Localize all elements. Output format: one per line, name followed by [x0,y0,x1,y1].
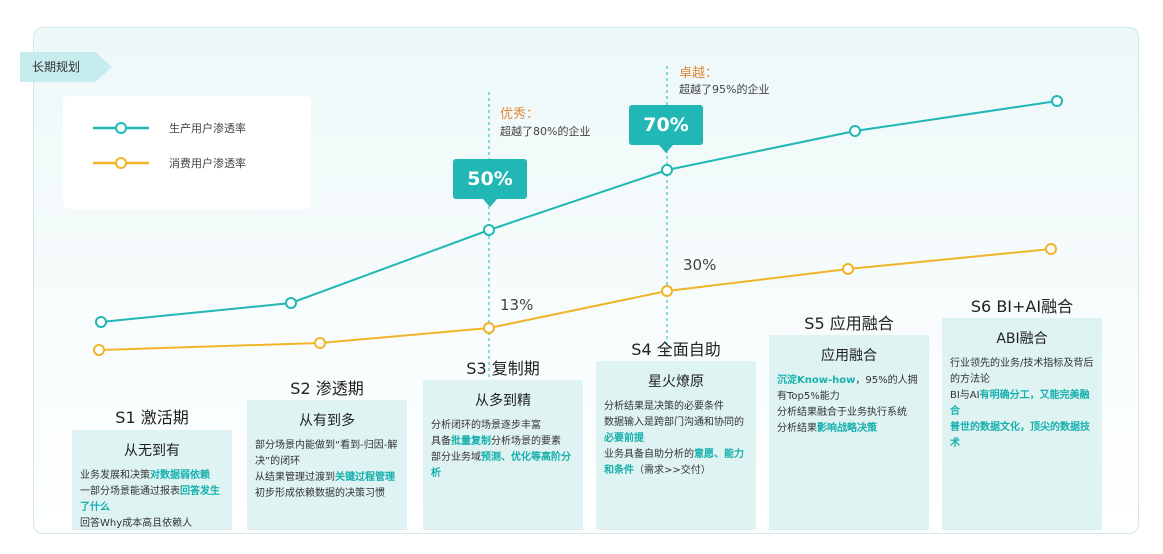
legend: 生产用户渗透率 消费用户渗透率 [63,96,311,209]
stage-text-line: 分析结果影响战略决策 [777,421,921,437]
consumption-series-line [98,248,1052,351]
production-point-s5 [849,125,861,137]
legend-label-production: 生产用户渗透率 [169,122,246,135]
stage-card: 星火燎原 分析结果是决策的必要条件 数据输入是跨部门沟通和协同的必要前提 业务具备自助… [596,361,756,530]
yellow-line-marker-icon [93,157,149,169]
body-text: 行业领先的业务/技术指标及背后的方法论 [950,358,1094,385]
stage-text-line: 初步形成依赖数据的决策习惯 [255,486,399,502]
production-point-s4 [661,164,673,176]
production-series-line [100,100,1058,323]
stage-card: 应用融合沉淀Know-how，95%的人拥有Top5%能力分析结果融合于业务执行… [769,335,929,530]
body-text: 分析闭环的场景逐步丰富 [431,420,541,431]
highlight-text: 意愿、能力和条件 [604,449,744,476]
stage-text-line: 普世的数据文化，顶尖的数据技术 [950,420,1094,452]
body-text: 分析结果 [777,423,817,434]
consumption-point-s6 [1045,243,1057,255]
stage-text-line: 部分场景内能做到“看到-归因-解决”的闭环 [255,438,399,470]
stage-text-line: 业务发展和决策对数据弱依赖 [80,468,224,484]
stage-card: 从多到精 分析闭环的场景逐步丰富 具备批量复制分析场景的要素 部分业务域预测、优化等高… [423,380,583,530]
production-point-s3 [483,224,495,236]
body-text: 分析结果是决策的必要条件 [604,401,724,412]
s4-consumption-label: 30% [683,256,717,274]
stage-text-line: 回答Why成本高且依赖人 [80,516,224,532]
stage-title-s2: S2 渗透期 [290,379,364,398]
body-text: （需求>>交付） [634,465,711,476]
consumption-point-s3 [483,322,495,334]
stage-text-line: 一部分场景能通过报表回答发生了什么 [80,484,224,516]
stage-title-s3: S3 复制期 [466,359,540,378]
section-tag: 长期规划 [20,52,112,82]
s3-annotation-title: 优秀： [500,107,540,122]
highlight-text: 普世的数据文化，顶尖的数据技术 [950,422,1090,449]
stage-text-line: 数据输入是跨部门沟通和协同的必要前提 [604,415,748,447]
stage-title-s5: S5 应用融合 [804,314,894,333]
body-text: ，95%的人拥有Top5%能力 [777,375,918,402]
body-text: 具备 [431,436,451,447]
highlight-text: 回答发生了什么 [80,486,220,513]
highlight-text: 对数据弱依赖 [150,470,210,481]
stage-text-line: 分析结果融合于业务执行系统 [777,405,921,421]
stage-text-line: 从结果管理过渡到关键过程管理 [255,470,399,486]
body-text: 一部分场景能通过报表 [80,486,180,497]
s3-production-bubble: 50% [453,159,527,207]
stage-card: 从有到多部分场景内能做到“看到-归因-解决”的闭环从结果管理过渡到关键过程管理初… [247,400,407,530]
highlight-text: 批量复制 [451,436,491,447]
stage-title-s4: S4 全面自助 [631,340,721,359]
body-text: 初步形成依赖数据的决策习惯 [255,488,385,499]
stage-title-s1: S1 激活期 [115,408,189,427]
legend-label-consumption: 消费用户渗透率 [169,157,246,170]
stage-text-line: 分析结果是决策的必要条件 [604,399,748,415]
stage-text-line: 分析闭环的场景逐步丰富 [431,418,575,434]
body-text: 数据输入是跨部门沟通和协同的 [604,417,744,428]
s3-consumption-label: 13% [500,296,534,314]
body-text: BI与AI [950,390,980,401]
body-text: 分析结果融合于业务执行系统 [777,407,907,418]
highlight-text: 关键过程管理 [335,472,395,483]
body-text: 分析场景的要素 [491,436,561,447]
consumption-point-s1 [93,344,105,356]
stage-card: 从无到有 业务发展和决策对数据弱依赖 一部分场景能通过报表回答发生了什么 回答Why成… [72,430,232,530]
consumption-point-s2 [314,337,326,349]
s4-annotation-sub: 超越了95%的企业 [679,83,770,96]
stage-heading: ABI融合 [996,331,1048,347]
body-text: 部分业务域 [431,452,481,463]
stage-heading: 应用融合 [821,348,877,364]
stage-heading: 从无到有 [124,443,180,459]
legend-item-production: 生产用户渗透率 [91,118,301,138]
production-point-s2 [285,297,297,309]
highlight-text: 预测、优化等高阶分析 [431,452,571,479]
stage-heading: 星火燎原 [648,374,704,390]
consumption-point-s4 [661,285,673,297]
stage-title-s6: S6 BI+AI融合 [970,297,1074,316]
consumption-point-s5 [842,263,854,275]
stage-heading: 从有到多 [299,413,355,429]
stage-card: ABI融合行业领先的业务/技术指标及背后的方法论 BI与AI有明确分工，又能完美… [942,318,1102,530]
highlight-text: 影响战略决策 [817,423,877,434]
body-text: 业务发展和决策 [80,470,150,481]
body-text: 业务具备自助分析的 [604,449,694,460]
s4-annotation-title: 卓越： [679,66,719,81]
stage-text-line: 具备批量复制分析场景的要素 [431,434,575,450]
production-point-s1 [95,316,107,328]
body-text: 从结果管理过渡到 [255,472,335,483]
body-text: 部分场景内能做到“看到-归因-解决”的闭环 [255,440,398,467]
stage-text-line: 行业领先的业务/技术指标及背后的方法论 [950,356,1094,388]
highlight-text: 有明确分工，又能完美融合 [950,390,1090,417]
body-text: 回答Why成本高且依赖人 [80,518,193,529]
legend-item-consumption: 消费用户渗透率 [91,153,301,173]
stage-heading: 从多到精 [475,393,531,409]
stage-text-line: 沉淀Know-how，95%的人拥有Top5%能力 [777,373,921,405]
s4-production-bubble: 70% [629,105,703,153]
stage-text-line: 业务具备自助分析的意愿、能力和条件（需求>>交付） [604,447,748,479]
teal-line-marker-icon [93,122,149,134]
highlight-text: 必要前提 [604,433,644,444]
production-point-s6 [1051,95,1063,107]
stage-text-line: 部分业务域预测、优化等高阶分析 [431,450,575,482]
highlight-text: 沉淀Know-how [777,375,856,386]
stage-text-line: BI与AI有明确分工，又能完美融合 [950,388,1094,420]
s3-annotation-sub: 超越了80%的企业 [500,125,591,138]
